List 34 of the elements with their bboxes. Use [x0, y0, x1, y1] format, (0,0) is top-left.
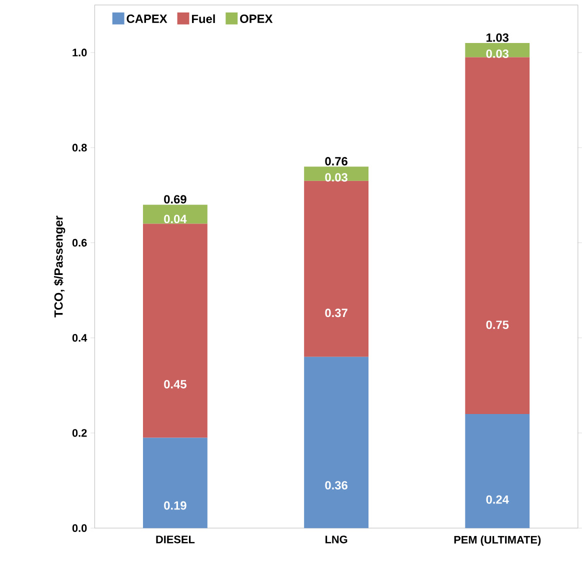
legend-label: CAPEX	[126, 14, 168, 23]
data-label: 0.37	[325, 308, 348, 318]
data-label: 0.04	[164, 214, 187, 224]
bar	[304, 356, 369, 528]
bar	[142, 224, 208, 438]
bar	[304, 180, 369, 357]
legend-label: OPEX	[240, 14, 273, 23]
x-tick-label: PEM (ULTIMATE)	[454, 536, 541, 546]
data-label: 0.75	[486, 320, 509, 330]
y-tick-label: 0.4	[72, 334, 88, 342]
x-tick-label: DIESEL	[156, 536, 195, 544]
y-tick-label: 1.0	[72, 48, 87, 56]
bar	[304, 166, 369, 181]
bar	[465, 43, 530, 58]
y-tick-label: 0.0	[72, 524, 87, 532]
bar	[465, 57, 530, 414]
data-label: 0.03	[325, 173, 348, 182]
data-label: 0.19	[164, 501, 186, 510]
x-tick-label: LNG	[326, 536, 348, 544]
y-tick-label: 0.6	[72, 238, 87, 247]
data-label: 0.03	[486, 50, 509, 58]
y-axis-title: TCO, $/Passenger	[54, 216, 66, 318]
bar	[142, 438, 208, 528]
y-tick-label: 0.2	[72, 429, 87, 437]
y-tick-label: 0.8	[72, 144, 87, 152]
total-label: 1.03	[486, 33, 509, 42]
data-label: 0.24	[486, 495, 509, 504]
total-label: 0.76	[325, 157, 348, 166]
total-label: 0.69	[164, 195, 186, 204]
bar	[142, 204, 208, 224]
legend-label: Fuel	[192, 14, 215, 24]
bar	[465, 414, 530, 528]
data-label: 0.36	[325, 481, 348, 490]
data-label: 0.45	[164, 380, 186, 388]
